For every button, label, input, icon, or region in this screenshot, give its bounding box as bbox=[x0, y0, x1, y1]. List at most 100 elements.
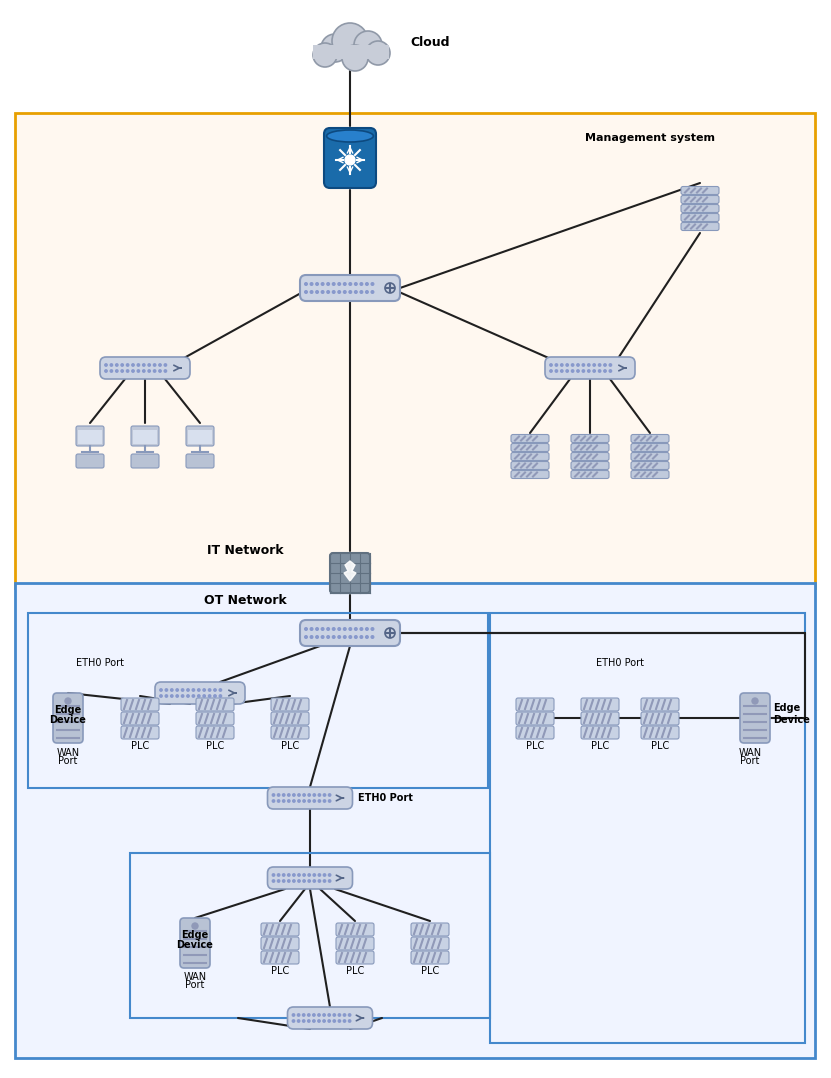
Circle shape bbox=[354, 31, 382, 59]
Circle shape bbox=[555, 370, 558, 372]
Text: ETH0 Port: ETH0 Port bbox=[76, 658, 124, 668]
Circle shape bbox=[187, 695, 189, 697]
Circle shape bbox=[181, 695, 184, 697]
Circle shape bbox=[323, 793, 326, 797]
Circle shape bbox=[332, 636, 335, 638]
Text: PLC: PLC bbox=[526, 741, 544, 751]
Text: Device: Device bbox=[176, 940, 214, 950]
FancyBboxPatch shape bbox=[681, 222, 719, 231]
FancyBboxPatch shape bbox=[268, 787, 352, 808]
FancyBboxPatch shape bbox=[271, 725, 309, 740]
FancyBboxPatch shape bbox=[196, 711, 234, 725]
FancyBboxPatch shape bbox=[681, 205, 719, 212]
Circle shape bbox=[561, 363, 563, 367]
Circle shape bbox=[318, 874, 321, 876]
Circle shape bbox=[159, 370, 161, 372]
FancyBboxPatch shape bbox=[631, 461, 669, 470]
Circle shape bbox=[572, 363, 573, 367]
Circle shape bbox=[203, 695, 205, 697]
FancyBboxPatch shape bbox=[631, 434, 669, 442]
FancyBboxPatch shape bbox=[100, 357, 190, 379]
Circle shape bbox=[752, 697, 758, 704]
FancyBboxPatch shape bbox=[121, 697, 159, 711]
Circle shape bbox=[273, 800, 275, 802]
Circle shape bbox=[116, 363, 118, 367]
Circle shape bbox=[192, 695, 194, 697]
Circle shape bbox=[310, 282, 312, 286]
FancyBboxPatch shape bbox=[121, 725, 159, 740]
FancyBboxPatch shape bbox=[631, 470, 669, 479]
Circle shape bbox=[348, 1013, 351, 1017]
Circle shape bbox=[219, 689, 222, 691]
Circle shape bbox=[305, 636, 307, 638]
Circle shape bbox=[371, 282, 374, 286]
Circle shape bbox=[143, 363, 145, 367]
Circle shape bbox=[170, 689, 173, 691]
Circle shape bbox=[323, 1013, 325, 1017]
Circle shape bbox=[137, 363, 140, 367]
FancyBboxPatch shape bbox=[545, 357, 635, 379]
Circle shape bbox=[355, 282, 357, 286]
Bar bbox=[490, 613, 805, 1044]
Text: Management system: Management system bbox=[585, 133, 715, 143]
Circle shape bbox=[148, 363, 150, 367]
FancyBboxPatch shape bbox=[268, 867, 352, 889]
Circle shape bbox=[583, 363, 584, 367]
Circle shape bbox=[316, 627, 318, 631]
Text: Device: Device bbox=[50, 715, 86, 725]
Circle shape bbox=[308, 800, 311, 802]
Circle shape bbox=[317, 1013, 320, 1017]
Circle shape bbox=[323, 800, 326, 802]
Circle shape bbox=[111, 363, 112, 367]
Circle shape bbox=[561, 370, 563, 372]
FancyBboxPatch shape bbox=[571, 470, 609, 479]
FancyBboxPatch shape bbox=[411, 951, 449, 964]
Circle shape bbox=[273, 880, 275, 882]
Circle shape bbox=[154, 370, 155, 372]
FancyBboxPatch shape bbox=[53, 693, 83, 743]
Circle shape bbox=[338, 282, 341, 286]
Circle shape bbox=[550, 370, 553, 372]
FancyBboxPatch shape bbox=[288, 1007, 372, 1029]
Text: PLC: PLC bbox=[591, 741, 609, 751]
Circle shape bbox=[160, 695, 162, 697]
Circle shape bbox=[316, 291, 318, 293]
Text: Edge: Edge bbox=[773, 703, 800, 713]
Circle shape bbox=[338, 1020, 341, 1022]
Circle shape bbox=[192, 923, 198, 929]
FancyBboxPatch shape bbox=[631, 443, 669, 452]
Circle shape bbox=[332, 23, 368, 59]
FancyBboxPatch shape bbox=[411, 937, 449, 950]
Circle shape bbox=[328, 1020, 331, 1022]
Circle shape bbox=[159, 363, 161, 367]
Circle shape bbox=[148, 370, 150, 372]
Circle shape bbox=[343, 627, 346, 631]
Text: PLC: PLC bbox=[346, 966, 364, 976]
Circle shape bbox=[288, 800, 290, 802]
Circle shape bbox=[65, 697, 71, 704]
Circle shape bbox=[303, 880, 305, 882]
Bar bbox=[133, 430, 157, 444]
Circle shape bbox=[349, 282, 352, 286]
Circle shape bbox=[283, 880, 285, 882]
Circle shape bbox=[303, 874, 305, 876]
Circle shape bbox=[288, 874, 290, 876]
Circle shape bbox=[550, 363, 553, 367]
Circle shape bbox=[327, 291, 329, 293]
FancyBboxPatch shape bbox=[336, 937, 374, 950]
Circle shape bbox=[283, 874, 285, 876]
Circle shape bbox=[338, 291, 341, 293]
Circle shape bbox=[355, 636, 357, 638]
Circle shape bbox=[360, 291, 362, 293]
Circle shape bbox=[312, 1013, 315, 1017]
Circle shape bbox=[348, 1020, 351, 1022]
Circle shape bbox=[566, 363, 568, 367]
Circle shape bbox=[293, 880, 295, 882]
Text: PLC: PLC bbox=[420, 966, 439, 976]
Circle shape bbox=[345, 155, 355, 165]
Circle shape bbox=[316, 636, 318, 638]
Circle shape bbox=[132, 370, 134, 372]
Circle shape bbox=[310, 636, 312, 638]
Text: WAN: WAN bbox=[739, 748, 761, 758]
Circle shape bbox=[328, 793, 331, 797]
